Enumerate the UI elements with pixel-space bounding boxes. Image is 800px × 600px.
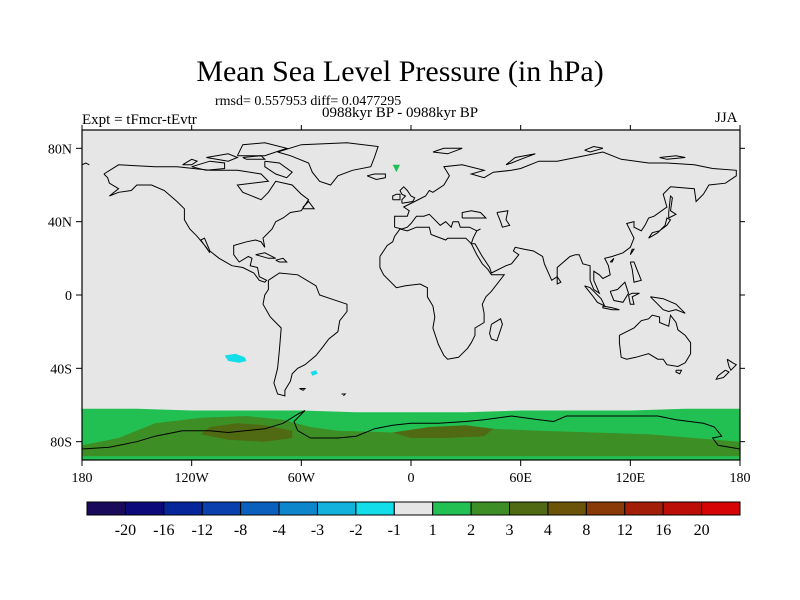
colorbar-label: 16	[655, 522, 671, 539]
coastline-severnaya	[584, 145, 604, 153]
colorbar-label: -8	[234, 522, 247, 539]
coastline-black-sea	[461, 210, 488, 219]
coastline-south-america	[262, 272, 348, 397]
map-background	[82, 130, 740, 460]
colorbar-swatch	[124, 501, 165, 516]
y-tick-label: 40S	[50, 362, 72, 377]
coastline-philippines	[629, 261, 642, 283]
y-tick-label: 80S	[50, 436, 72, 451]
coastline-new-zealand-s	[715, 369, 730, 381]
region-weddell-sea-high	[392, 425, 494, 438]
coastline-madagascar	[489, 318, 503, 342]
colorbar-swatch	[662, 501, 703, 516]
region-north-atlantic-positive-speck	[392, 164, 400, 173]
colorbar-label: 20	[694, 522, 710, 539]
coastline-iceland	[366, 173, 386, 181]
colorbar-swatch	[240, 501, 280, 516]
x-tick-label: 0	[408, 471, 415, 486]
coastline-caspian	[496, 210, 511, 228]
coastline-new-siberian	[659, 155, 686, 160]
colorbar-label: 12	[617, 522, 633, 539]
coastline-sri-lanka	[556, 276, 562, 285]
coastline-new-zealand-n	[726, 358, 738, 372]
x-tick-label: 180	[730, 471, 751, 486]
colorbar-swatch	[355, 501, 395, 516]
region-south-atlantic-negative-speck	[310, 370, 318, 376]
coastline-arctic-archipelago	[206, 153, 239, 162]
coastline-greenland	[277, 142, 379, 186]
coastline-sulawesi	[628, 292, 640, 305]
coastline-europe	[394, 151, 737, 295]
coastline-arabia-sea-coast	[476, 228, 481, 232]
colorbar-swatch	[278, 501, 318, 516]
colorbar-swatch	[393, 501, 434, 516]
colorbar-label: 4	[544, 522, 552, 539]
y-tick-label: 40N	[48, 216, 72, 231]
colorbar-swatch	[163, 501, 203, 516]
colorbar-swatch	[701, 501, 741, 516]
coastline-antarctica	[82, 410, 740, 450]
x-tick-label: 60E	[509, 471, 532, 486]
colorbar-swatch	[585, 501, 626, 516]
colorbar-swatch	[509, 501, 549, 516]
colorbar-label: -16	[153, 522, 174, 539]
colorbar-swatch	[547, 501, 587, 516]
coastline-falklands	[299, 388, 307, 391]
colorbar-label: 2	[467, 522, 475, 539]
x-tick-label: 120E	[616, 471, 646, 486]
colorbar-label: -20	[115, 522, 136, 539]
coastline-svalbard	[432, 147, 463, 155]
coastline-banks-island	[182, 158, 199, 166]
colorbar-label: -4	[272, 522, 285, 539]
coastline-africa	[379, 226, 506, 360]
chart-title: Mean Sea Level Pressure (in hPa)	[196, 55, 604, 88]
coastline-victoria-island	[191, 160, 226, 171]
experiment-label: Expt = tFmcr-tEvtr	[82, 112, 197, 128]
coastline-japan	[648, 217, 672, 239]
coastline-wrangel	[82, 162, 90, 166]
coastline-north-america	[103, 164, 310, 283]
coastline-uk	[399, 186, 416, 204]
coastline-newfoundland	[302, 200, 316, 210]
coastline-cuba	[255, 252, 276, 259]
season-label: JJA	[715, 110, 738, 126]
x-tick-label: 60W	[288, 471, 316, 486]
colorbar-label: -3	[311, 522, 324, 539]
coastline-baffin	[264, 160, 293, 179]
coastline-taiwan	[629, 248, 635, 255]
y-tick-label: 80N	[48, 142, 72, 157]
coastline-south-georgia	[341, 393, 347, 397]
x-tick-label: 120W	[175, 471, 210, 486]
colorbar-label: 8	[582, 522, 590, 539]
colorbar-label: -12	[192, 522, 213, 539]
colorbar-label: -1	[388, 522, 401, 539]
colorbar-label: -2	[349, 522, 362, 539]
colorbar-swatch	[432, 501, 472, 516]
coastline-borneo	[609, 281, 630, 303]
time-period: 0988kyr BP - 0988kyr BP	[322, 105, 479, 121]
coastline-australia	[618, 313, 692, 368]
coastline-java	[602, 305, 620, 311]
x-tick-label: 180	[72, 471, 93, 486]
coastline-devon	[242, 155, 267, 160]
colorbar-swatch	[201, 501, 242, 516]
coastline-hainan	[609, 257, 615, 263]
coastline-novaya-zemlya	[505, 153, 536, 166]
colorbar-swatch	[316, 501, 357, 516]
rmsd-diff-stats: rmsd= 0.557953 diff= 0.0477295	[215, 94, 402, 109]
coastline-ireland	[392, 193, 401, 201]
colorbar-swatch	[470, 501, 511, 516]
coastline-hokkaido-sakhalin	[668, 194, 677, 219]
region-south-pacific-negative	[224, 353, 247, 363]
colorbar-label: 3	[506, 522, 514, 539]
coastline-tasmania	[675, 369, 683, 375]
colorbar-swatch	[624, 501, 664, 516]
coastline-hispaniola	[275, 257, 288, 263]
coastline-new-guinea	[650, 296, 686, 314]
y-tick-label: 0	[65, 289, 72, 304]
colorbar-label: 1	[429, 522, 437, 539]
colorbar-swatch	[86, 501, 126, 516]
